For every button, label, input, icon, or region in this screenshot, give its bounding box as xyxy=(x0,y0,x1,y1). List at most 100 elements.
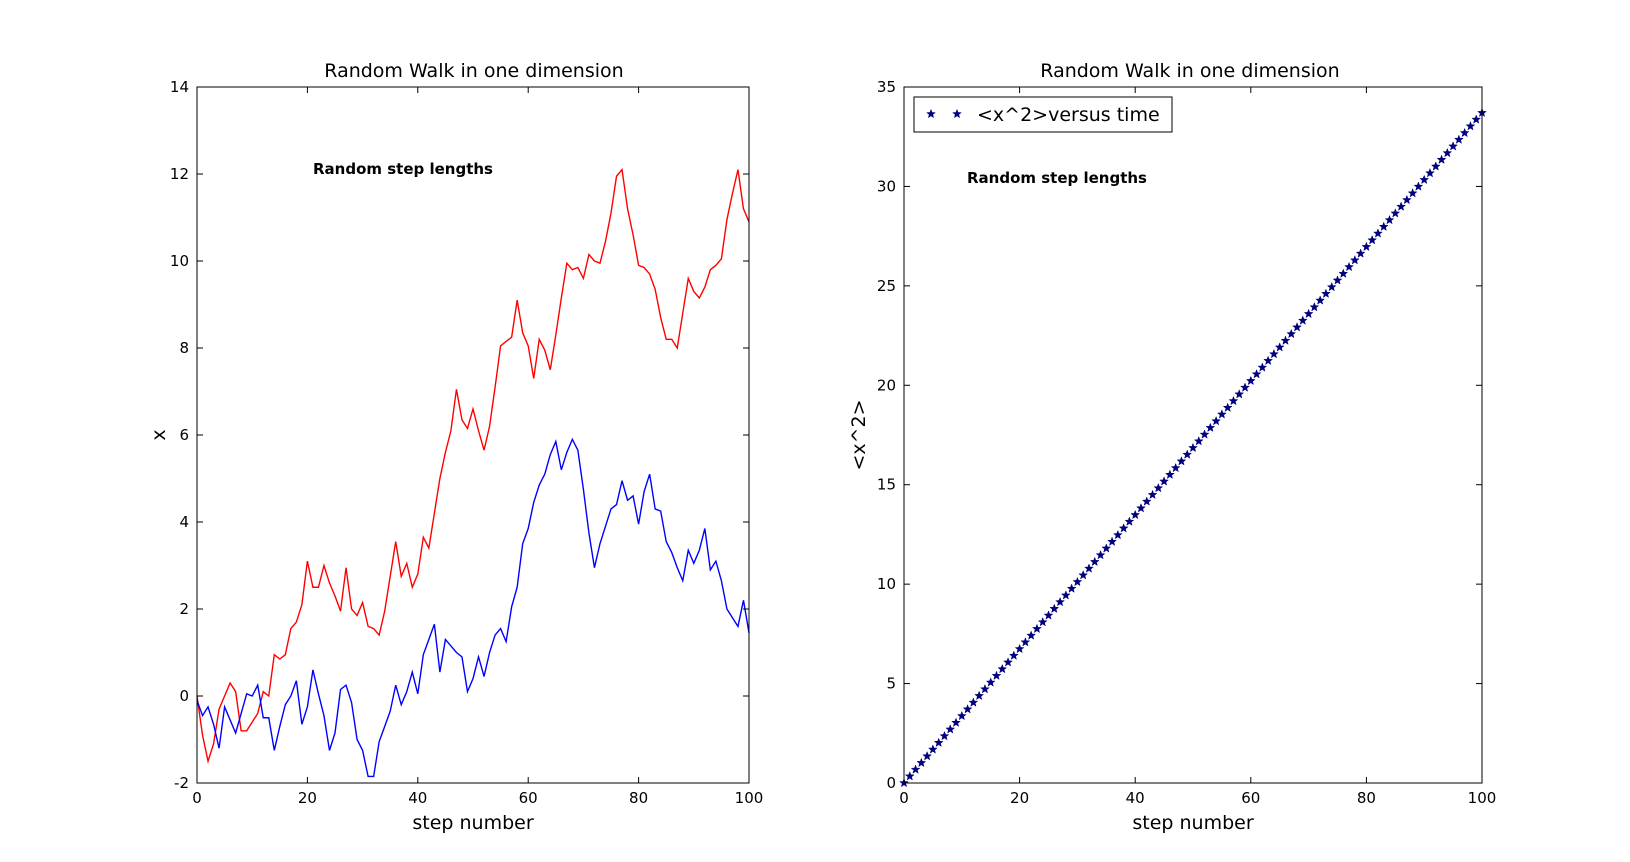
x2-point xyxy=(1066,583,1077,593)
right-chart: Random Walk in one dimension 0 20 40 60 80 10… xyxy=(848,60,1496,834)
x2-point xyxy=(1257,362,1268,372)
x2-point xyxy=(1188,442,1198,453)
left-y-tick-label: -2 xyxy=(174,774,189,792)
x2-point xyxy=(1112,529,1123,540)
x2-point xyxy=(1124,516,1135,526)
right-y-tick-label: 15 xyxy=(877,476,896,494)
x2-point xyxy=(1101,543,1112,553)
x2-point xyxy=(1234,389,1245,399)
x2-point xyxy=(1228,395,1239,406)
x2-point xyxy=(1297,315,1308,325)
x2-point xyxy=(910,764,921,774)
x2-point xyxy=(1303,308,1314,319)
x2-point xyxy=(1159,476,1170,486)
x2-point xyxy=(1315,295,1326,305)
right-x-axis-label: step number xyxy=(1132,812,1253,834)
left-chart-title: Random Walk in one dimension xyxy=(324,60,623,82)
x2-point xyxy=(1205,422,1216,433)
x2-point xyxy=(933,737,944,748)
right-x-tick-label: 100 xyxy=(1468,789,1497,807)
right-y-axis-label: <x^2> xyxy=(848,399,870,470)
x2-point xyxy=(951,717,961,727)
legend: <x^2>versus time xyxy=(913,96,1173,133)
x2-point xyxy=(1078,570,1089,580)
x2-point xyxy=(1425,167,1435,178)
left-y-tick-label: 14 xyxy=(170,78,189,96)
left-y-tick-label: 10 xyxy=(170,252,189,270)
x2-point xyxy=(1413,181,1424,191)
x2-point xyxy=(1251,368,1262,379)
x2-point xyxy=(1216,409,1227,419)
left-y-tick-label: 2 xyxy=(179,600,189,618)
x2-point xyxy=(1245,375,1256,386)
right-y-tick-label: 5 xyxy=(886,675,896,693)
x2-point xyxy=(1026,630,1037,640)
legend-marker xyxy=(952,108,962,119)
x2-point xyxy=(1240,382,1250,392)
x2-point xyxy=(1060,590,1071,600)
right-x-tick-label: 60 xyxy=(1241,789,1260,807)
x2-point xyxy=(927,744,938,754)
x2-point xyxy=(1089,556,1100,567)
right-y-tick-label: 25 xyxy=(877,277,896,295)
x2-point xyxy=(997,663,1008,674)
x2-point xyxy=(1286,328,1297,339)
right-y-tick-label: 20 xyxy=(877,376,896,394)
left-x-tick-label: 60 xyxy=(519,789,538,807)
x2-point xyxy=(1153,482,1164,493)
right-y-tick-label: 30 xyxy=(877,177,896,195)
right-x-tick-label: 20 xyxy=(1010,789,1029,807)
left-y-tick-label: 8 xyxy=(179,339,189,357)
x2-point xyxy=(1014,643,1025,654)
x2-point xyxy=(1170,462,1181,473)
red-walk-line xyxy=(196,168,750,764)
x2-point xyxy=(1031,623,1042,634)
x2-point xyxy=(1407,188,1418,198)
x2-point xyxy=(1280,335,1291,345)
x2-point xyxy=(1367,234,1378,245)
x2-point xyxy=(1268,348,1279,359)
x2-point xyxy=(1055,596,1066,607)
legend-entry-label: <x^2>versus time xyxy=(977,104,1160,126)
legend-marker xyxy=(926,108,936,119)
x2-point xyxy=(1309,301,1320,312)
right-plot-frame xyxy=(903,86,1483,784)
x2-point xyxy=(939,730,950,741)
x2-point xyxy=(1326,281,1337,292)
x2-point xyxy=(968,697,979,707)
x2-point xyxy=(1320,288,1331,299)
x2-point xyxy=(1182,449,1193,459)
right-annotation: Random step lengths xyxy=(967,169,1147,187)
x2-point xyxy=(1448,141,1459,151)
x2-point xyxy=(1043,610,1054,620)
x2-point xyxy=(1344,261,1355,272)
x2-point xyxy=(962,704,973,714)
x2-point xyxy=(1373,228,1383,238)
x2-point xyxy=(916,757,927,768)
x2-point xyxy=(1164,469,1175,479)
left-x-tick-label: 40 xyxy=(408,789,427,807)
x2-point xyxy=(956,710,967,721)
x2-point xyxy=(1130,509,1141,520)
x2-point xyxy=(1263,355,1274,366)
x2-point xyxy=(1118,523,1129,533)
right-chart-title: Random Walk in one dimension xyxy=(1040,60,1339,82)
x2-point xyxy=(1222,402,1233,412)
x2-point xyxy=(1008,650,1019,660)
left-y-tick-label: 12 xyxy=(170,165,189,183)
x2-point xyxy=(1349,255,1360,265)
x2-point xyxy=(1147,489,1158,500)
left-chart: Random Walk in one dimension 0 20 40 60 80 10… xyxy=(148,60,763,834)
left-x-axis-label: step number xyxy=(412,812,533,834)
x2-point xyxy=(904,771,915,781)
x2-point xyxy=(1193,436,1204,446)
left-y-tick-label: 6 xyxy=(179,426,189,444)
x2-point xyxy=(1020,637,1031,647)
right-y-tick-label: 0 xyxy=(886,774,896,792)
right-y-tick-label: 10 xyxy=(877,575,896,593)
x2-point xyxy=(985,677,996,687)
x2-point xyxy=(1141,496,1152,506)
x2-point xyxy=(1378,221,1389,231)
left-x-tick-label: 80 xyxy=(629,789,648,807)
